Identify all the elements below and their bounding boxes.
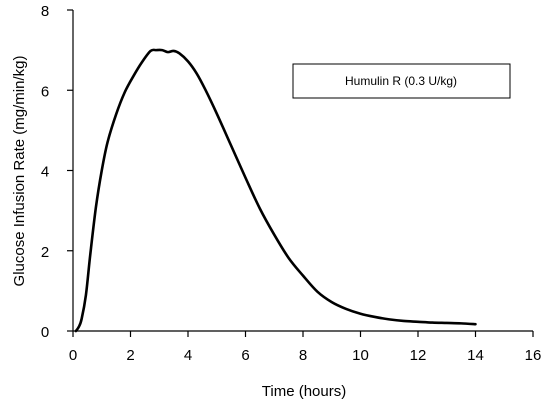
x-tick-label: 14: [467, 347, 484, 364]
x-tick-label: 2: [126, 347, 134, 364]
x-tick-label: 6: [241, 347, 249, 364]
x-tick-label: 12: [410, 347, 427, 364]
legend-entry-label: Humulin R (0.3 U/kg): [345, 74, 457, 88]
y-tick-label: 0: [41, 324, 49, 341]
series-layer: [74, 48, 477, 333]
x-tick-label: 16: [525, 347, 542, 364]
y-tick-label: 2: [41, 244, 49, 261]
legend-box: [292, 63, 511, 99]
series-line-humulin-r: [74, 48, 477, 333]
y-tick-label: 4: [41, 164, 49, 181]
x-tick-label: 10: [352, 347, 369, 364]
y-tick-label: 8: [41, 3, 49, 20]
x-tick-label: 0: [69, 347, 77, 364]
x-tick-label: 8: [299, 347, 307, 364]
axes: 0 2 4 6 8 10 12 14 16 0 2 4 6 8: [41, 3, 542, 364]
y-axis-title: Glucose Infusion Rate (mg/min/kg): [11, 56, 28, 287]
x-tick-label: 4: [184, 347, 192, 364]
y-tick-label: 6: [41, 83, 49, 100]
legend: Humulin R (0.3 U/kg): [292, 63, 511, 99]
x-axis-title: Time (hours): [262, 383, 346, 400]
